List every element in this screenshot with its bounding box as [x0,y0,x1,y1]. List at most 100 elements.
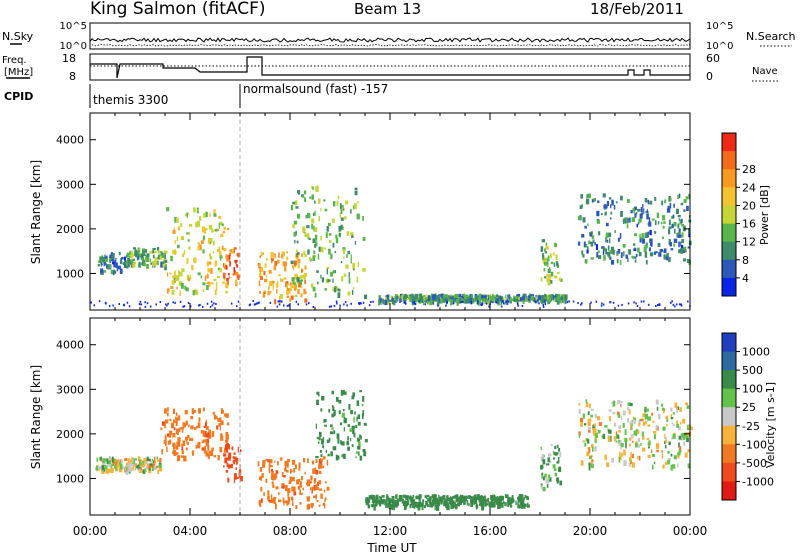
power-ground-cell [640,300,643,303]
power-echo-cell [443,297,446,303]
power-echo-cell [218,246,221,253]
power-echo-cell [555,299,558,303]
velocity-echo-cell [233,477,236,483]
velocity-echo-cell [473,495,476,499]
velocity-echo-cell [268,500,271,503]
power-echo-cell [207,268,211,273]
velocity-echo-cell [677,463,679,468]
velocity-echo-cell [311,460,315,465]
power-echo-cell [133,247,136,250]
power-echo-cell [341,207,344,213]
power-echo-cell [264,278,268,283]
power-echo-cell [209,212,211,217]
velocity-echo-cell [453,495,457,499]
power-echo-cell [424,294,427,297]
velocity-echo-cell [474,496,478,500]
power-ground-cell [187,301,190,304]
velocity-echo-cell [547,457,550,463]
velocity-echo-cell [670,414,673,420]
velocity-echo-cell [411,501,415,506]
power-echo-cell [283,277,287,280]
power-echo-cell [201,226,205,233]
velocity-echo-cell [324,498,326,503]
velocity-echo-cell [191,450,195,456]
velocity-echo-cell [227,457,230,461]
power-ground-cell [659,303,661,306]
power-echo-cell [643,247,647,253]
power-ground-cell [167,302,169,305]
velocity-echo-cell [278,492,280,496]
velocity-echo-cell [342,409,345,412]
power-ground-cell [258,301,260,304]
velocity-echo-cell [597,429,601,433]
power-echo-cell [199,216,202,221]
velocity-echo-cell [653,431,657,434]
power-echo-cell [293,287,296,291]
power-echo-cell [619,259,622,265]
velocity-echo-cell [470,496,473,501]
power-echo-cell [480,294,484,298]
velocity-echo-cell [183,455,187,462]
power-echo-cell [464,299,468,304]
velocity-echo-cell [138,459,142,466]
velocity-echo-cell [272,497,276,504]
power-echo-cell [350,232,354,236]
power-echo-cell [152,254,155,259]
power-echo-cell [395,296,398,300]
velocity-echo-cell [284,460,288,467]
power-echo-cell [219,221,223,226]
power-colorbar-tick-label: 16 [742,218,756,231]
velocity-echo-cell [207,453,210,459]
power-ground-cell [672,303,675,306]
velocity-echo-cell [323,489,326,493]
velocity-echo-cell [610,435,612,442]
velocity-echo-cell [260,498,263,504]
velocity-echo-cell [259,504,262,507]
power-echo-cell [129,260,132,265]
power-echo-cell [260,267,264,272]
power-echo-cell [556,296,558,300]
velocity-echo-cell [132,461,136,468]
power-echo-cell [213,241,215,246]
power-echo-cell [197,242,200,246]
power-ground-scatter [90,300,691,308]
velocity-echo-cell [284,468,287,472]
velocity-echo-cell [164,408,167,414]
power-ground-cell [502,300,504,303]
velocity-echo-cell [323,419,326,423]
velocity-echo-cell [157,465,160,468]
power-echo-cell [336,200,339,207]
power-echo-cell [645,242,648,247]
power-echo-cell [623,251,625,257]
power-echo-cell [302,226,306,233]
velocity-echo-cell [617,413,621,418]
velocity-echo-cell [541,472,544,476]
power-echo-cell [609,238,611,244]
power-echo-cell [277,281,279,287]
power-echo-cell [281,279,284,282]
power-echo-cell [214,229,218,232]
power-echo-cell [225,282,229,289]
velocity-echo-cell [596,428,598,431]
power-echo-cell [296,254,298,257]
power-ground-cell [581,302,583,305]
power-echo-cell [295,230,297,236]
velocity-echo-cell [652,453,656,457]
velocity-echo-region [223,443,243,483]
velocity-echo-cell [416,502,419,509]
velocity-echo-cell [661,453,664,459]
power-ground-cell [210,300,213,303]
power-echo-cell [260,251,263,257]
power-echo-cell [622,244,626,248]
power-echo-cell [626,199,630,203]
velocity-echo-cell [541,485,543,490]
power-echo-cell [131,250,134,256]
velocity-echo-cell [618,439,620,443]
power-echo-cell [298,283,302,288]
power-echo-cell [669,242,672,247]
power-echo-cell [223,226,226,231]
power-echo-cell [152,248,156,251]
velocity-echo-cell [190,438,193,441]
velocity-colorbar-frame [721,332,737,501]
